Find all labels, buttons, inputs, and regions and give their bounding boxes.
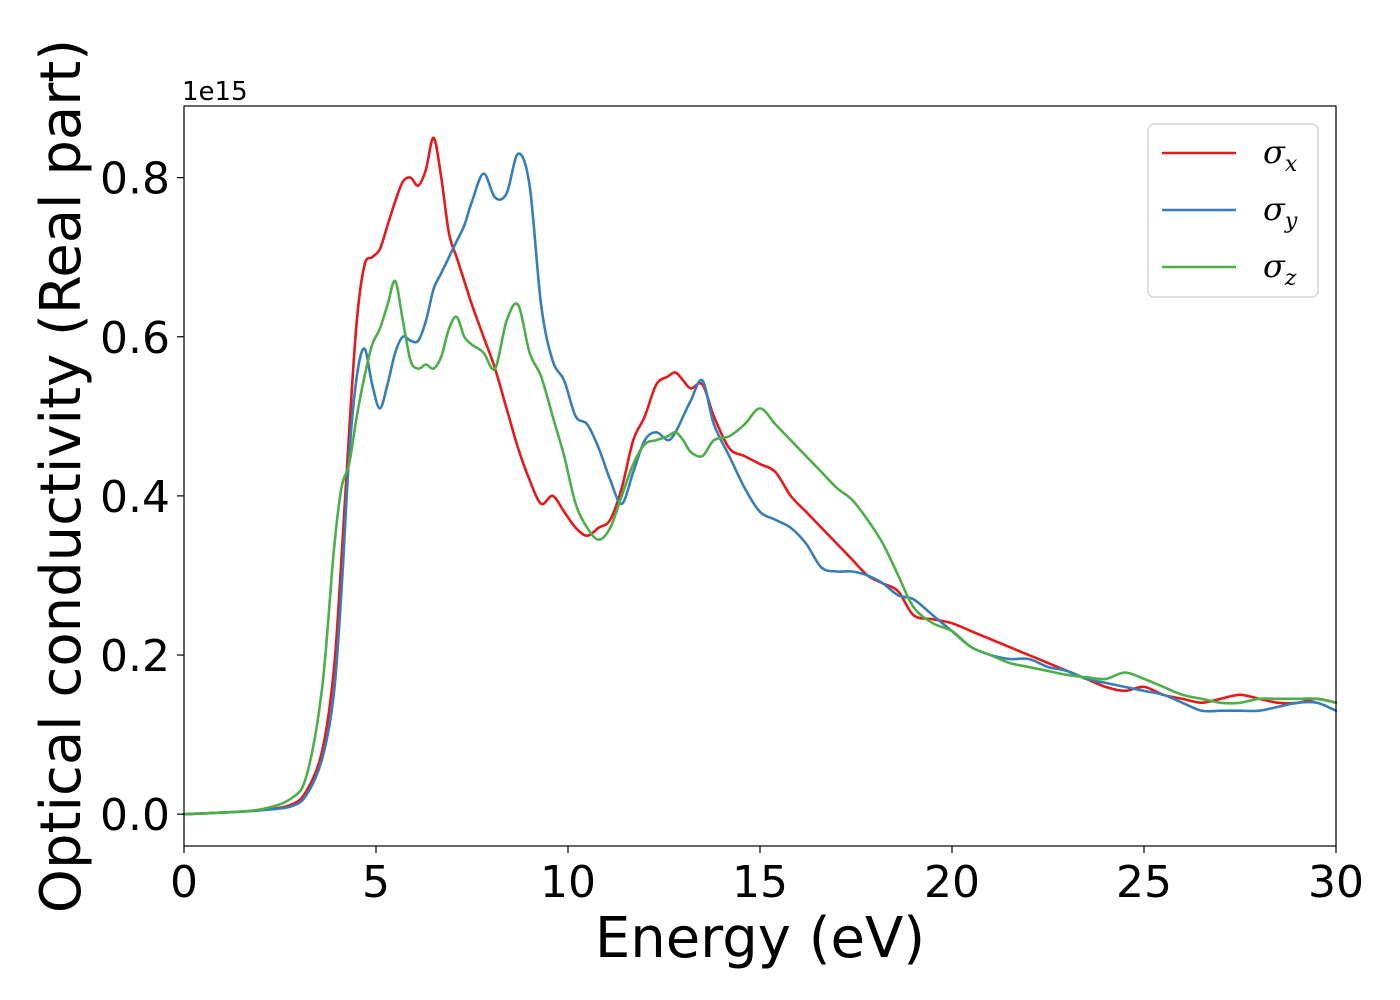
series-line-z <box>182 279 1338 816</box>
y-axis: 0.0 0.2 0.4 0.6 0.8 <box>100 154 184 841</box>
y-offset-label: 1e15 <box>182 77 248 107</box>
y-tick-label: 0.2 <box>100 631 170 682</box>
y-axis-title: Optical conductivity (Real part) <box>29 39 94 913</box>
x-tick-label: 30 <box>1308 857 1364 908</box>
x-tick-label: 0 <box>170 857 198 908</box>
x-tick-label: 25 <box>1116 857 1172 908</box>
series-layer <box>182 136 1338 816</box>
legend-label-z: σz <box>1263 247 1297 291</box>
series-line-y <box>182 152 1338 816</box>
y-tick-label: 0.0 <box>100 790 170 841</box>
plot-background <box>184 106 1336 846</box>
x-tick-label: 5 <box>362 857 390 908</box>
x-axis: 0 5 10 15 20 25 30 <box>170 846 1364 908</box>
legend: σx σy σz <box>1147 123 1319 298</box>
x-tick-label: 20 <box>924 857 980 908</box>
legend-label-y: σy <box>1263 190 1298 234</box>
x-tick-label: 15 <box>732 857 788 908</box>
x-axis-title: Energy (eV) <box>595 906 925 971</box>
legend-label-x: σx <box>1263 133 1298 177</box>
y-tick-label: 0.4 <box>100 472 170 523</box>
y-tick-label: 0.8 <box>100 154 170 205</box>
y-tick-label: 0.6 <box>100 313 170 364</box>
x-tick-label: 10 <box>540 857 596 908</box>
